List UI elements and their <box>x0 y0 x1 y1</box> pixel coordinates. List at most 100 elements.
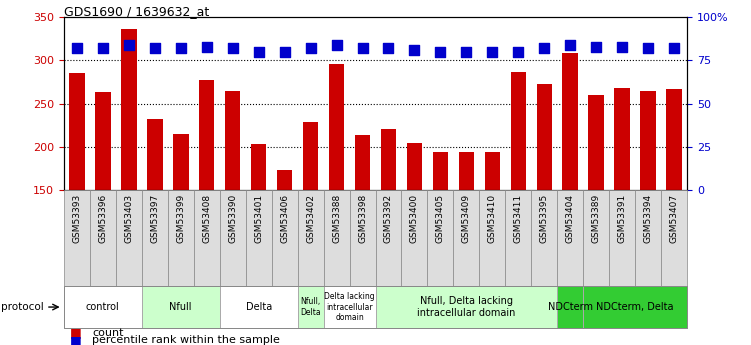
Text: GSM53398: GSM53398 <box>358 194 367 243</box>
Point <box>175 46 187 51</box>
Text: GSM53389: GSM53389 <box>592 194 601 243</box>
Bar <box>220 286 297 328</box>
Bar <box>116 190 142 286</box>
Point <box>305 46 317 51</box>
Text: GSM53391: GSM53391 <box>618 194 627 243</box>
Text: control: control <box>86 302 119 312</box>
Point <box>227 46 239 51</box>
Bar <box>64 286 142 328</box>
Text: GSM53395: GSM53395 <box>540 194 549 243</box>
Bar <box>246 190 272 286</box>
Text: Delta: Delta <box>246 302 272 312</box>
Bar <box>454 190 479 286</box>
Point <box>538 46 550 51</box>
Text: Delta lacking
intracellular
domain: Delta lacking intracellular domain <box>324 292 375 322</box>
Bar <box>484 152 500 319</box>
Bar <box>64 190 90 286</box>
Text: GSM53402: GSM53402 <box>306 194 315 243</box>
Bar <box>142 190 167 286</box>
Point <box>617 44 629 49</box>
Point <box>357 46 369 51</box>
Point <box>434 49 446 55</box>
Point <box>71 46 83 51</box>
Bar <box>536 84 552 319</box>
Bar <box>589 95 604 319</box>
Bar <box>90 190 116 286</box>
Bar <box>584 190 609 286</box>
Bar <box>666 89 682 319</box>
Text: NDCterm: NDCterm <box>547 302 593 312</box>
Bar <box>277 170 292 319</box>
Bar <box>376 286 557 328</box>
Text: GSM53394: GSM53394 <box>644 194 653 243</box>
Text: GSM53397: GSM53397 <box>150 194 159 243</box>
Point <box>279 49 291 55</box>
Bar <box>251 144 267 319</box>
Text: GSM53396: GSM53396 <box>98 194 107 243</box>
Bar <box>303 122 318 319</box>
Text: GSM53408: GSM53408 <box>202 194 211 243</box>
Bar <box>297 190 324 286</box>
Bar <box>220 190 246 286</box>
Text: ■: ■ <box>70 326 82 339</box>
Point <box>512 49 524 55</box>
Point <box>487 49 499 55</box>
Bar <box>349 190 376 286</box>
Bar <box>121 29 137 319</box>
Text: GSM53404: GSM53404 <box>566 194 575 243</box>
Text: GSM53405: GSM53405 <box>436 194 445 243</box>
Text: NDCterm, Delta: NDCterm, Delta <box>596 302 674 312</box>
Point <box>122 42 134 48</box>
Bar <box>194 190 220 286</box>
Bar <box>584 286 687 328</box>
Bar <box>354 135 370 319</box>
Text: GSM53388: GSM53388 <box>332 194 341 243</box>
Bar <box>324 286 376 328</box>
Text: ■: ■ <box>70 334 82 345</box>
Bar <box>532 190 557 286</box>
Text: GSM53401: GSM53401 <box>254 194 263 243</box>
Bar <box>324 190 349 286</box>
Bar <box>407 143 422 319</box>
Text: Nfull: Nfull <box>170 302 192 312</box>
Point <box>564 42 576 48</box>
Bar <box>459 152 474 319</box>
Text: GSM53411: GSM53411 <box>514 194 523 243</box>
Bar <box>427 190 454 286</box>
Text: GSM53410: GSM53410 <box>488 194 497 243</box>
Text: GSM53392: GSM53392 <box>384 194 393 243</box>
Bar <box>199 80 215 319</box>
Bar <box>402 190 427 286</box>
Text: percentile rank within the sample: percentile rank within the sample <box>92 335 280 345</box>
Bar <box>95 92 110 319</box>
Bar <box>557 286 584 328</box>
Bar <box>272 190 297 286</box>
Bar <box>142 286 220 328</box>
Bar <box>381 129 397 319</box>
Text: GSM53403: GSM53403 <box>124 194 133 243</box>
Bar <box>641 90 656 319</box>
Text: GSM53400: GSM53400 <box>410 194 419 243</box>
Bar <box>614 88 630 319</box>
Bar <box>661 190 687 286</box>
Bar <box>562 53 578 319</box>
Bar <box>557 190 584 286</box>
Bar <box>479 190 505 286</box>
Bar <box>511 71 526 319</box>
Bar <box>433 152 448 319</box>
Text: Nfull, Delta lacking
intracellular domain: Nfull, Delta lacking intracellular domai… <box>418 296 516 318</box>
Point <box>252 49 264 55</box>
Point <box>409 47 421 53</box>
Point <box>642 46 654 51</box>
Text: GSM53399: GSM53399 <box>176 194 185 243</box>
Bar <box>505 190 532 286</box>
Text: GSM53393: GSM53393 <box>72 194 81 243</box>
Text: Nfull,
Delta: Nfull, Delta <box>300 297 321 317</box>
Bar <box>329 64 344 319</box>
Bar <box>376 190 402 286</box>
Text: GDS1690 / 1639632_at: GDS1690 / 1639632_at <box>64 5 209 18</box>
Point <box>382 46 394 51</box>
Text: protocol: protocol <box>1 302 44 312</box>
Point <box>460 49 472 55</box>
Point <box>201 44 213 49</box>
